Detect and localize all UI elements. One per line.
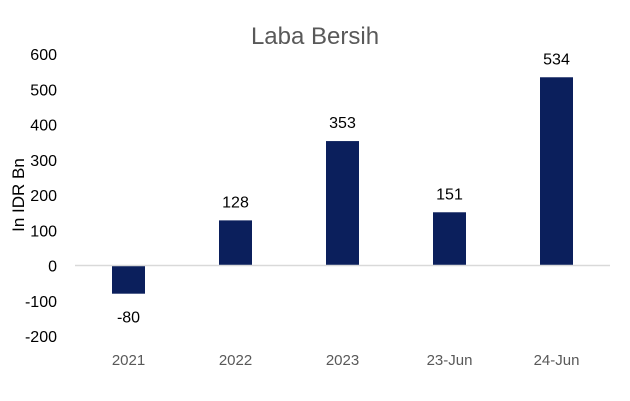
bar-2021	[112, 265, 145, 294]
bars	[112, 77, 573, 294]
bar-2023	[326, 141, 359, 266]
x-tick-label: 2023	[326, 352, 359, 369]
data-label: -80	[117, 310, 140, 327]
y-axis-ticks: -200 -100 0 100 200 300 400 500 600	[25, 47, 57, 346]
x-tick-label: 23-Jun	[427, 352, 473, 369]
y-tick-label: 400	[30, 118, 57, 135]
y-tick-label: 0	[48, 259, 57, 276]
y-tick-label: 100	[30, 223, 57, 240]
chart-title: Laba Bersih	[251, 23, 379, 50]
data-label: 128	[222, 194, 249, 211]
bar-23-jun	[433, 212, 466, 266]
bar-24-jun	[540, 77, 573, 266]
y-axis-label: In IDR Bn	[9, 158, 28, 232]
x-tick-label: 2022	[219, 352, 252, 369]
x-axis-ticks: 2021 2022 2023 23-Jun 24-Jun	[112, 352, 580, 369]
y-tick-label: -100	[25, 294, 57, 311]
data-label: 534	[543, 51, 570, 68]
x-tick-label: 24-Jun	[534, 352, 580, 369]
x-tick-label: 2021	[112, 352, 145, 369]
y-tick-label: -200	[25, 329, 57, 346]
bar-2022	[219, 220, 252, 266]
data-label: 353	[329, 115, 356, 132]
y-tick-label: 200	[30, 188, 57, 205]
y-tick-label: 500	[30, 82, 57, 99]
data-labels: -80 128 353 151 534	[117, 51, 570, 326]
data-label: 151	[436, 186, 463, 203]
y-tick-label: 300	[30, 153, 57, 170]
y-tick-label: 600	[30, 47, 57, 64]
